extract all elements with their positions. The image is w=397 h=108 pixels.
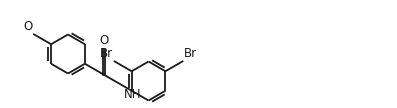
Text: Br: Br [100,47,113,60]
Text: O: O [99,34,108,47]
Text: Br: Br [184,47,197,60]
Text: O: O [23,20,33,33]
Text: NH: NH [124,88,141,101]
